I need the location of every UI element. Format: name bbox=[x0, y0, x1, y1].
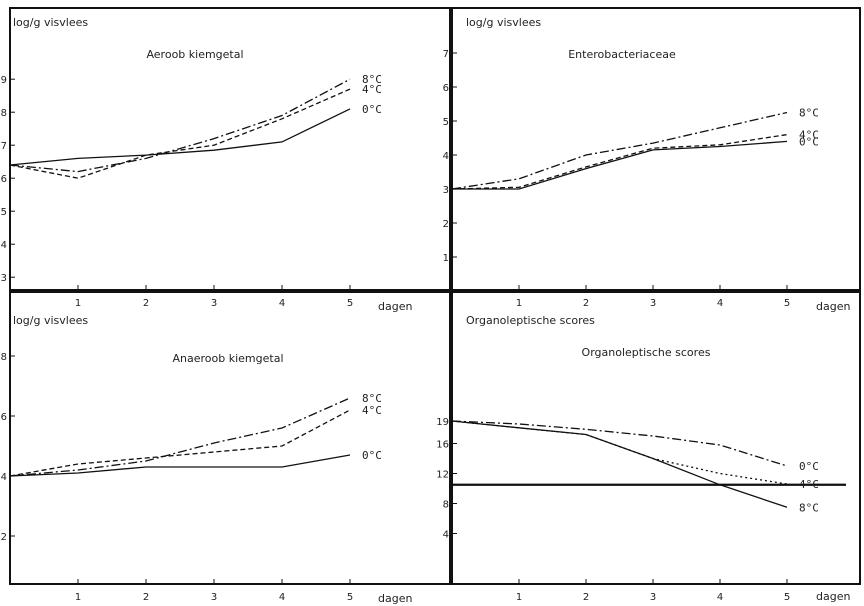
panel-frame bbox=[451, 7, 861, 291]
x-axis-label: dagen bbox=[816, 590, 850, 603]
y-tick-label: 6 bbox=[1, 174, 7, 185]
series-label: 8°C bbox=[799, 107, 819, 120]
y-tick-label: 6 bbox=[1, 412, 7, 423]
chart-panel-2: log/g visvlees Enterobacteriaceae 1 2 3 4 5 dag… bbox=[443, 7, 861, 313]
x-tick-label: 4 bbox=[279, 592, 285, 603]
panel-frame bbox=[9, 291, 451, 585]
x-tick-label: 2 bbox=[583, 592, 589, 603]
y-tick-label: 8 bbox=[1, 352, 7, 363]
series-line-4c bbox=[9, 409, 351, 477]
x-tick-label: 5 bbox=[347, 592, 353, 603]
x-tick-label: 3 bbox=[211, 592, 217, 603]
y-tick-label: 1 bbox=[443, 253, 449, 264]
y-tick-label: 12 bbox=[436, 470, 449, 481]
series-label: 0°C bbox=[362, 449, 382, 462]
panel-title: Aeroob kiemgetal bbox=[146, 48, 243, 61]
x-tick-label: 3 bbox=[211, 298, 217, 309]
x-tick-label: 1 bbox=[516, 298, 522, 309]
x-tick-label: 4 bbox=[279, 298, 285, 309]
x-tick-label: 5 bbox=[347, 298, 353, 309]
series-line-8c bbox=[451, 420, 788, 508]
series-line-4c bbox=[451, 133, 788, 190]
y-tick-label: 3 bbox=[1, 273, 7, 284]
x-axis-label: dagen bbox=[378, 300, 412, 313]
y-tick-label: 2 bbox=[443, 219, 449, 230]
y-tick-label: 7 bbox=[443, 49, 449, 60]
series-line-0c bbox=[452, 140, 788, 190]
y-tick-label: 3 bbox=[443, 185, 449, 196]
y-axis-label: Organoleptische scores bbox=[466, 314, 595, 327]
y-tick-label: 4 bbox=[1, 240, 7, 251]
panel-frame bbox=[9, 7, 451, 291]
series-line-8c bbox=[451, 111, 788, 190]
series-label: 0°C bbox=[362, 103, 382, 116]
x-tick-label: 5 bbox=[784, 298, 790, 309]
x-tick-label: 2 bbox=[583, 298, 589, 309]
y-tick-label: 5 bbox=[443, 117, 449, 128]
x-tick-label: 1 bbox=[75, 592, 81, 603]
x-axis-label: dagen bbox=[378, 592, 412, 605]
panel-title: Organoleptische scores bbox=[582, 346, 711, 359]
y-tick-label: 7 bbox=[1, 141, 7, 152]
y-tick-label: 19 bbox=[436, 417, 449, 428]
x-tick-label: 2 bbox=[143, 592, 149, 603]
series-label: 4°C bbox=[362, 404, 382, 417]
y-tick-label: 6 bbox=[443, 83, 449, 94]
x-axis-label: dagen bbox=[816, 300, 850, 313]
series-line-0c bbox=[9, 108, 351, 166]
y-axis-label: log/g visvlees bbox=[13, 314, 88, 327]
series-line-0c bbox=[451, 420, 788, 467]
chart-panel-4: Organoleptische scores Organoleptische sc… bbox=[436, 291, 861, 603]
series-label: 4°C bbox=[799, 478, 819, 491]
series-line-4c bbox=[9, 88, 351, 179]
x-tick-label: 1 bbox=[75, 298, 81, 309]
series-line-0c bbox=[9, 454, 351, 477]
series-label: 8°C bbox=[362, 392, 382, 405]
x-tick-label: 2 bbox=[143, 298, 149, 309]
panel-title: Anaeroob kiemgetal bbox=[173, 352, 284, 365]
y-tick-label: 5 bbox=[1, 207, 7, 218]
x-tick-label: 5 bbox=[784, 592, 790, 603]
y-tick-label: 16 bbox=[436, 440, 449, 451]
y-tick-label: 2 bbox=[1, 532, 7, 543]
series-label: 4°C bbox=[799, 129, 819, 142]
series-label: 0°C bbox=[799, 135, 819, 148]
series-line-8c bbox=[9, 78, 351, 173]
series-label: 0°C bbox=[799, 460, 819, 473]
y-axis-label: log/g visvlees bbox=[13, 16, 88, 29]
y-tick-label: 8 bbox=[1, 108, 7, 119]
y-tick-label: 8 bbox=[443, 500, 449, 511]
panel-title: Enterobacteriaceae bbox=[568, 48, 676, 61]
series-label: 8°C bbox=[362, 73, 382, 86]
y-tick-label: 4 bbox=[443, 151, 449, 162]
chart-panel-1: log/g visvlees Aeroob kiemgetal 1 2 3 4 5 dagen… bbox=[1, 7, 451, 313]
x-tick-label: 1 bbox=[516, 592, 522, 603]
y-axis-label: log/g visvlees bbox=[466, 16, 541, 29]
series-label: 8°C bbox=[799, 501, 819, 514]
x-tick-label: 4 bbox=[717, 592, 723, 603]
y-tick-label: 9 bbox=[1, 75, 7, 86]
x-tick-label: 3 bbox=[650, 298, 656, 309]
x-tick-label: 4 bbox=[717, 298, 723, 309]
x-tick-label: 3 bbox=[650, 592, 656, 603]
panel-frame bbox=[451, 291, 861, 585]
y-tick-label: 4 bbox=[443, 530, 449, 541]
series-label: 4°C bbox=[362, 83, 382, 96]
series-line-8c bbox=[9, 397, 351, 477]
y-tick-label: 4 bbox=[1, 472, 7, 483]
